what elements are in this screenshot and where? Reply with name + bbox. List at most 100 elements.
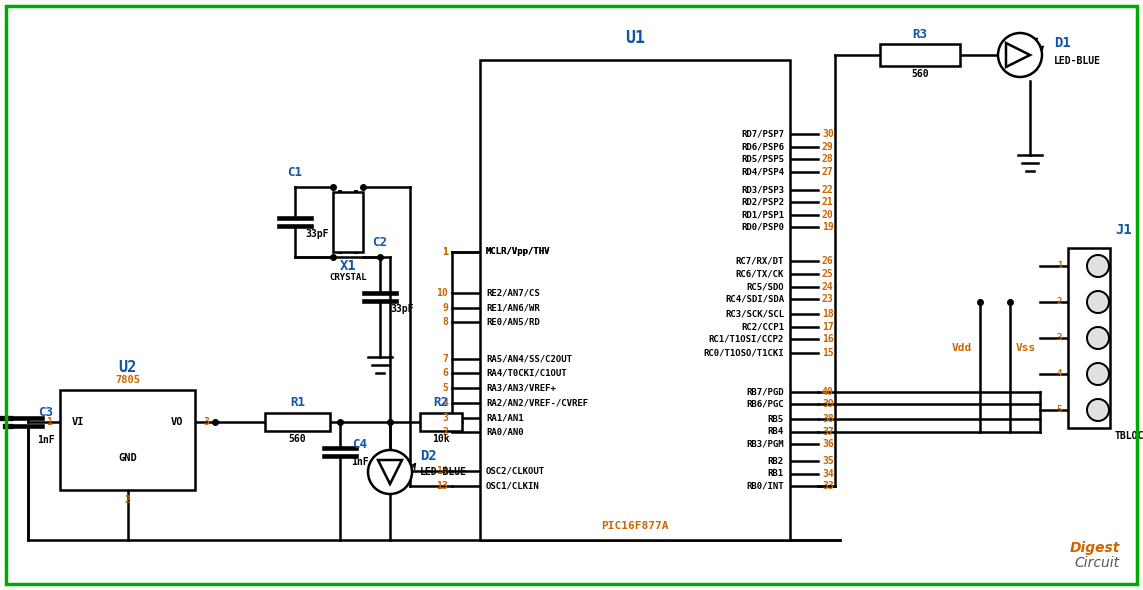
Text: 1: 1 [442, 247, 448, 257]
Text: 1nF: 1nF [38, 435, 55, 445]
Text: 36: 36 [822, 439, 833, 449]
Text: 10: 10 [437, 288, 448, 298]
Text: LED-BLUE: LED-BLUE [419, 467, 467, 477]
Text: D2: D2 [419, 449, 437, 463]
Text: RB3/PGM: RB3/PGM [746, 440, 784, 448]
Text: D1: D1 [1054, 36, 1071, 50]
Text: VI: VI [72, 417, 85, 427]
Text: 4: 4 [442, 398, 448, 408]
Circle shape [1087, 399, 1109, 421]
Text: CRYSTAL: CRYSTAL [329, 274, 367, 283]
Text: C2: C2 [373, 237, 387, 250]
Text: RC2/CCP1: RC2/CCP1 [741, 322, 784, 332]
Text: 35: 35 [822, 456, 833, 466]
Text: 33pF: 33pF [390, 304, 414, 314]
Text: 10k: 10k [432, 434, 450, 444]
Text: RB7/PGD: RB7/PGD [746, 387, 784, 396]
Bar [419, 413, 462, 431]
Text: 1: 1 [1056, 261, 1062, 270]
Text: RD3/PSP3: RD3/PSP3 [741, 185, 784, 194]
Text: 39: 39 [822, 399, 833, 409]
Circle shape [368, 450, 411, 494]
Text: PIC16F877A: PIC16F877A [601, 521, 669, 531]
Polygon shape [1006, 43, 1030, 67]
Text: 17: 17 [822, 322, 833, 332]
Text: 2: 2 [125, 495, 130, 505]
Bar [880, 44, 960, 66]
Text: 2: 2 [442, 428, 448, 437]
Text: 560: 560 [289, 434, 306, 444]
Bar [59, 390, 195, 490]
Text: 560: 560 [911, 69, 929, 79]
Text: RD5/PSP5: RD5/PSP5 [741, 155, 784, 164]
Text: RC4/SDI/SDA: RC4/SDI/SDA [725, 294, 784, 303]
Text: RE2/AN7/CS: RE2/AN7/CS [486, 289, 539, 297]
Text: 4: 4 [1056, 369, 1062, 379]
Text: RA5/AN4/SS/C2OUT: RA5/AN4/SS/C2OUT [486, 354, 572, 363]
Text: 5: 5 [1056, 405, 1062, 415]
Bar [1068, 248, 1110, 428]
Text: 8: 8 [442, 317, 448, 327]
Text: RC6/TX/CK: RC6/TX/CK [736, 270, 784, 278]
Text: C4: C4 [352, 438, 368, 451]
Text: 22: 22 [822, 185, 833, 195]
Text: VO: VO [170, 417, 183, 427]
Circle shape [998, 33, 1042, 77]
Text: RA3/AN3/VREF+: RA3/AN3/VREF+ [486, 384, 555, 393]
Text: 26: 26 [822, 256, 833, 266]
Text: Digest: Digest [1070, 541, 1120, 555]
Bar [333, 192, 363, 252]
Text: RA1/AN1: RA1/AN1 [486, 413, 523, 422]
Text: 5: 5 [442, 384, 448, 394]
Text: TBLOCK-I5: TBLOCK-I5 [1116, 431, 1143, 441]
Text: 9: 9 [442, 303, 448, 313]
Text: 21: 21 [822, 197, 833, 207]
Text: RC5/SDO: RC5/SDO [746, 282, 784, 291]
Text: 27: 27 [822, 167, 833, 177]
Text: RD0/PSP0: RD0/PSP0 [741, 222, 784, 231]
Bar [265, 413, 330, 431]
Text: GND: GND [118, 453, 137, 463]
Text: 16: 16 [822, 335, 833, 345]
Text: Vdd: Vdd [952, 343, 972, 353]
Text: RB4: RB4 [768, 427, 784, 436]
Text: RC0/T1OSO/T1CKI: RC0/T1OSO/T1CKI [703, 348, 784, 358]
Text: OSC1/CLKIN: OSC1/CLKIN [486, 482, 539, 491]
Text: 20: 20 [822, 209, 833, 219]
Text: 6: 6 [442, 368, 448, 378]
Text: RD4/PSP4: RD4/PSP4 [741, 168, 784, 176]
Text: 40: 40 [822, 386, 833, 396]
Text: Circuit: Circuit [1074, 556, 1120, 570]
Text: 2: 2 [1056, 297, 1062, 306]
Text: RC3/SCK/SCL: RC3/SCK/SCL [725, 310, 784, 319]
Text: OSC2/CLKOUT: OSC2/CLKOUT [486, 467, 545, 476]
Text: 7: 7 [442, 353, 448, 363]
Text: RB2: RB2 [768, 457, 784, 466]
Text: RD7/PSP7: RD7/PSP7 [741, 130, 784, 139]
Bar [480, 60, 790, 540]
Text: 33: 33 [822, 481, 833, 491]
Text: RE1/AN6/WR: RE1/AN6/WR [486, 303, 539, 312]
Text: 3: 3 [442, 412, 448, 422]
Text: RB1: RB1 [768, 469, 784, 478]
Text: 38: 38 [822, 414, 833, 424]
Text: 25: 25 [822, 269, 833, 279]
Text: C1: C1 [288, 166, 303, 179]
Text: U2: U2 [119, 360, 137, 375]
Text: MCLR/Vpp/THV: MCLR/Vpp/THV [486, 247, 551, 257]
Text: 14: 14 [437, 466, 448, 476]
Circle shape [1087, 327, 1109, 349]
Text: R2: R2 [433, 396, 448, 409]
Text: MCLR/Vpp/THV: MCLR/Vpp/THV [486, 247, 551, 257]
Text: 33pF: 33pF [305, 229, 329, 239]
Text: RB5: RB5 [768, 415, 784, 424]
Text: RC7/RX/DT: RC7/RX/DT [736, 257, 784, 266]
Text: 18: 18 [822, 309, 833, 319]
Text: R3: R3 [912, 28, 927, 41]
Text: 7805: 7805 [115, 375, 139, 385]
Text: U1: U1 [625, 29, 645, 47]
Circle shape [1087, 363, 1109, 385]
Text: R1: R1 [290, 396, 305, 409]
Text: J1: J1 [1116, 223, 1132, 237]
Text: RA2/AN2/VREF-/CVREF: RA2/AN2/VREF-/CVREF [486, 398, 589, 407]
